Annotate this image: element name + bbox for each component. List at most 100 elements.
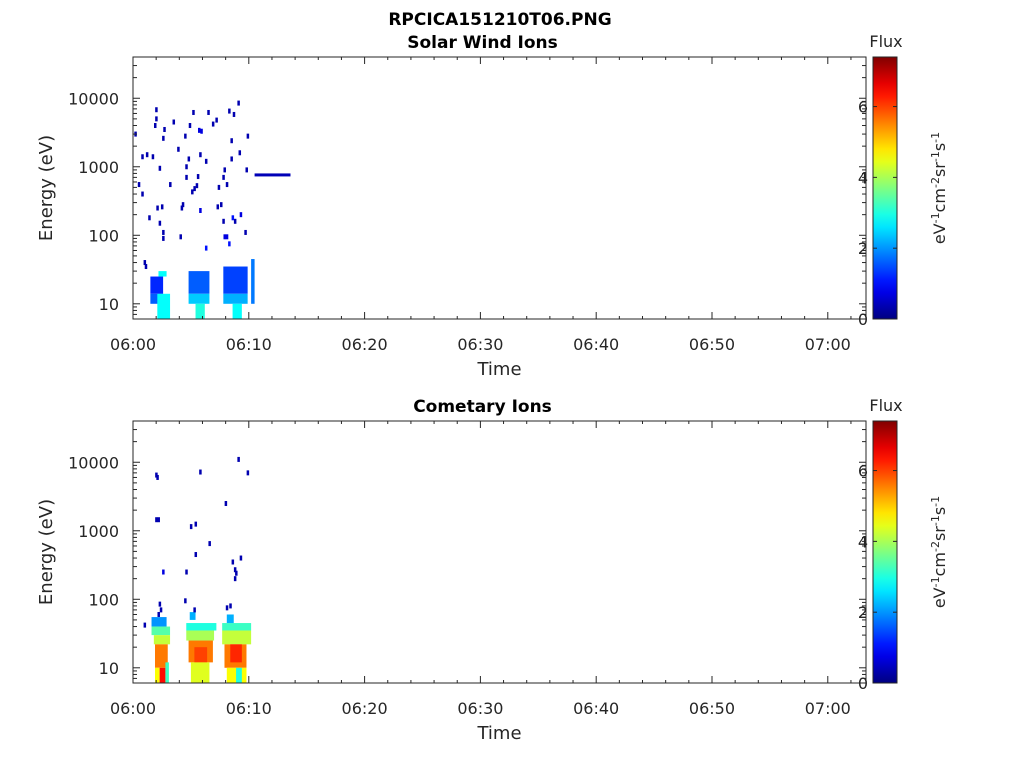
x-tick-label: 06:40 [573, 335, 619, 354]
flux-point [155, 107, 158, 113]
x-tick-label: 06:40 [573, 699, 619, 718]
flux-point [148, 215, 151, 221]
flux-point [225, 605, 229, 611]
flux-point [246, 133, 250, 139]
flux-point [233, 218, 237, 224]
flux-block [155, 667, 160, 683]
x-tick-label: 06:10 [226, 335, 272, 354]
colorbar-tick-label: 2 [858, 239, 868, 258]
unit-base: cm [930, 188, 949, 212]
flux-point [187, 156, 191, 162]
y-axis: 10 100 1000 10000 Energy (eV) [36, 56, 866, 320]
flux-point [162, 235, 165, 241]
x-tick-label: 06:00 [110, 699, 156, 718]
flux-point [180, 205, 184, 211]
panel-title: Cometary Ions [413, 397, 552, 417]
x-tick-label: 06:20 [342, 699, 388, 718]
flux-point [224, 501, 228, 507]
x-tick-label: 07:00 [805, 699, 851, 718]
flux-point [158, 220, 162, 226]
flux-point [185, 174, 188, 180]
flux-point [141, 154, 144, 160]
x-tick-label: 06:30 [457, 335, 503, 354]
flux-point [169, 182, 172, 188]
colorbar-tick-label: 4 [858, 168, 868, 187]
flux-point [207, 109, 210, 115]
flux-point [199, 469, 202, 475]
flux-point [172, 119, 176, 125]
flux-point [237, 100, 240, 106]
flux-point [191, 189, 194, 195]
flux-point [157, 611, 160, 617]
flux-point [225, 234, 229, 240]
flux-block [151, 617, 167, 627]
y-tick-label: 100 [88, 590, 119, 609]
y-axis: 10 100 1000 10000 Energy (eV) [36, 420, 866, 684]
y-tick-label: 10 [99, 659, 119, 678]
spectrogram-data [134, 100, 291, 319]
unit-base: eV [930, 223, 949, 244]
flux-point [144, 264, 148, 270]
y-axis-label: Energy (eV) [36, 499, 57, 605]
flux-block [232, 303, 242, 319]
y-tick-label: 1000 [78, 522, 119, 541]
flux-point [162, 229, 165, 235]
flux-block [189, 612, 196, 620]
flux-point [195, 183, 199, 189]
flux-point [215, 117, 218, 123]
flux-point [154, 123, 157, 129]
flux-point [208, 541, 211, 547]
panel-title: Solar Wind Ions [407, 33, 558, 53]
x-tick-label: 06:30 [457, 699, 503, 718]
flux-point [160, 204, 164, 210]
y-tick-label: 10 [99, 295, 119, 314]
colorbar-tick-label: 4 [858, 532, 868, 551]
unit-exponent: -1 [929, 576, 942, 587]
unit-base: sr [930, 526, 949, 541]
flux-point [141, 191, 144, 197]
unit-base: eV [930, 587, 949, 608]
x-axis-label: Time [476, 723, 521, 744]
flux-point [220, 202, 223, 208]
x-tick-label: 06:20 [342, 335, 388, 354]
y-axis-label: Energy (eV) [36, 135, 57, 241]
flux-point [199, 207, 202, 213]
flux-block [223, 293, 248, 304]
flux-point [163, 126, 166, 132]
unit-exponent: -1 [929, 212, 942, 223]
flux-point [177, 146, 180, 152]
flux-block [151, 626, 171, 636]
flux-block [188, 293, 210, 304]
flux-block [230, 644, 242, 663]
flux-point [239, 555, 243, 561]
flux-point [199, 152, 202, 158]
flux-point [194, 552, 198, 558]
colorbar-units-label: eV-1cm-2sr-1s-1 [929, 132, 950, 244]
flux-point [192, 109, 195, 115]
flux-block [226, 614, 234, 624]
flux-point [196, 174, 200, 180]
flux-point [194, 521, 198, 527]
flux-point [185, 164, 188, 170]
colorbar-tick-label: 6 [858, 462, 868, 481]
flux-point [235, 570, 238, 576]
flux-point [143, 622, 147, 628]
flux-block [188, 271, 210, 294]
unit-exponent: -1 [929, 515, 942, 526]
flux-point [156, 474, 159, 480]
flux-block [186, 623, 217, 631]
flux-point [151, 154, 155, 160]
flux-point [179, 234, 182, 240]
flux-block [222, 623, 252, 631]
flux-point [184, 598, 187, 604]
figure-title: RPCICA151210T06.PNG [388, 10, 611, 30]
flux-point [193, 607, 196, 613]
flux-point [230, 156, 233, 162]
flux-block [157, 293, 171, 319]
x-axis: 06:00 06:10 06:20 06:30 06:40 06:50 07:00 Time [110, 57, 852, 380]
x-tick-label: 06:50 [689, 699, 735, 718]
flux-point [229, 603, 232, 609]
plot-area [133, 57, 866, 319]
unit-exponent: -2 [929, 177, 942, 188]
colorbar-tick-label: 6 [858, 98, 868, 117]
